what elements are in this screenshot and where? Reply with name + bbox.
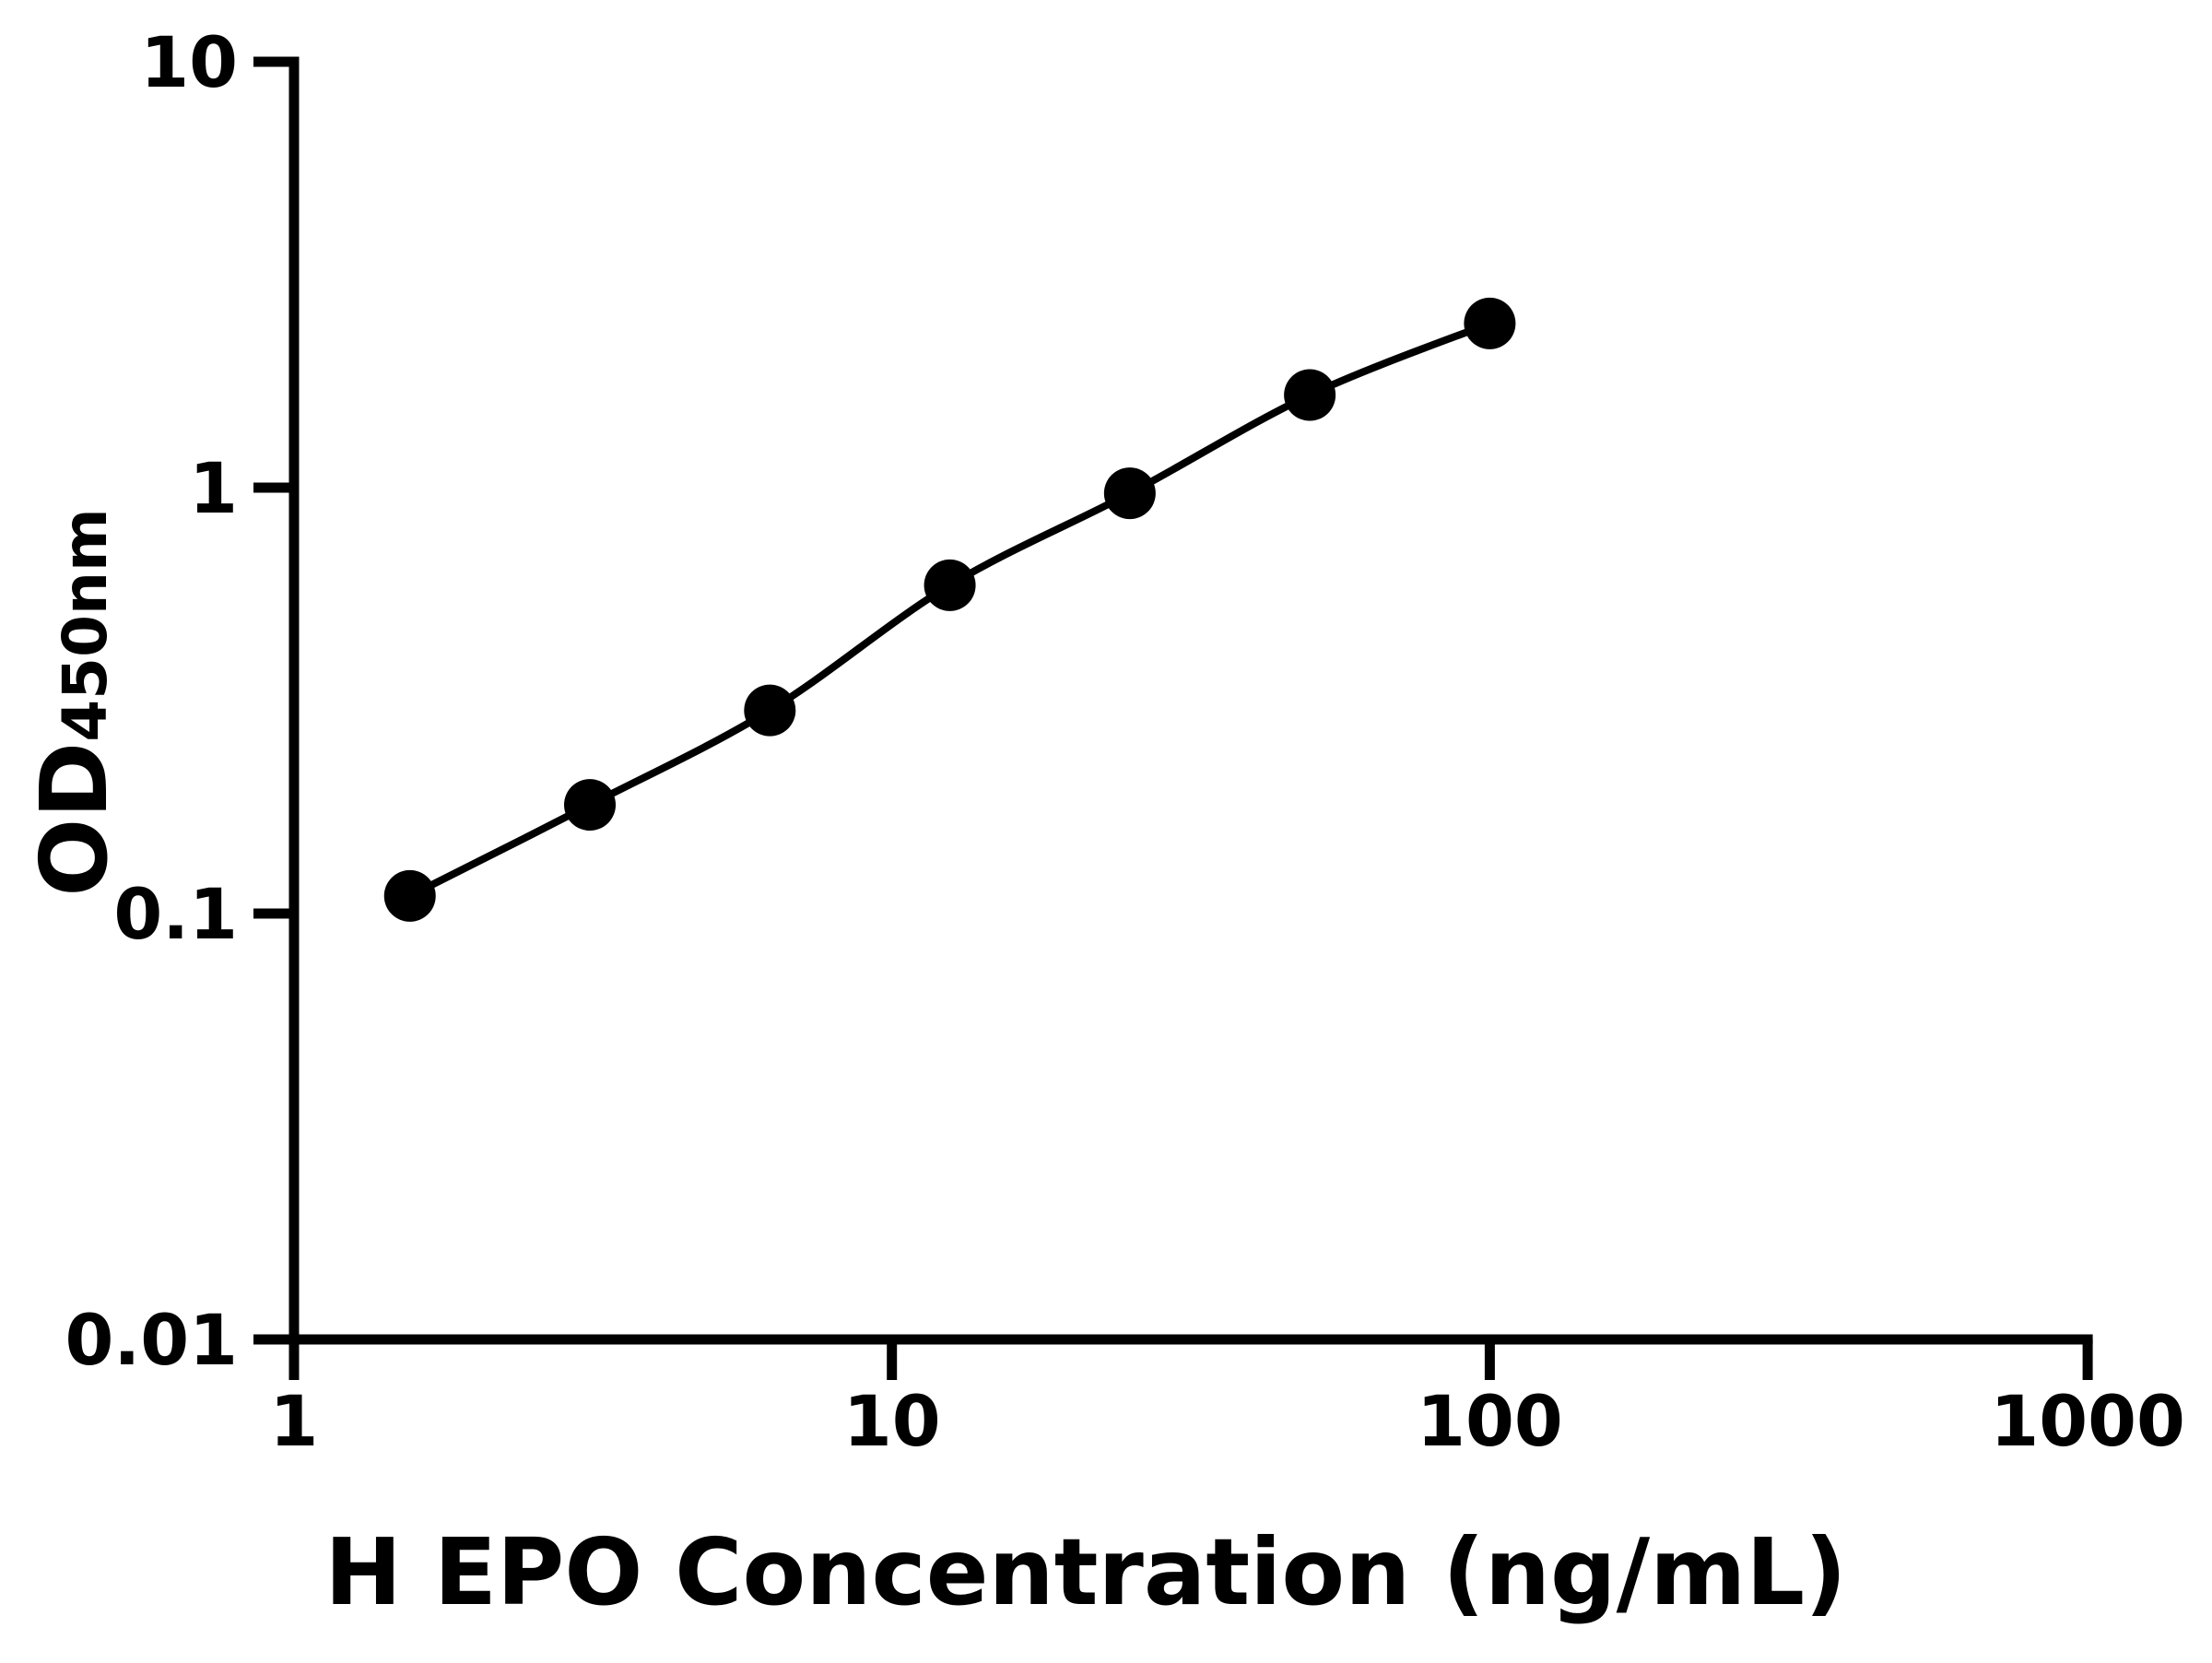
y-tick-label: 0.1 [113, 873, 238, 955]
y-axis-title: OD450nm [20, 508, 128, 897]
data-point [564, 779, 617, 832]
data-point [1103, 467, 1156, 520]
x-tick-label: 100 [1417, 1380, 1563, 1462]
data-point [924, 559, 976, 611]
y-tick-label: 1 [189, 447, 238, 529]
x-tick-label: 1000 [1990, 1380, 2185, 1462]
tick-label-layer: 10 1 0.1 0.01 1 10 100 1000 [65, 21, 2184, 1462]
x-tick-label: 10 [843, 1380, 941, 1462]
data-point [1284, 369, 1336, 421]
data-point [744, 684, 796, 737]
x-tick-label: 1 [270, 1380, 319, 1462]
y-tick-label: 10 [140, 21, 238, 103]
data-point [383, 869, 436, 922]
y-tick-label: 0.01 [65, 1299, 238, 1381]
x-axis-title: H EPO Concentration (ng/mL) [324, 1518, 1847, 1626]
axes-layer [253, 56, 2093, 1380]
data-point-layer [383, 297, 1516, 922]
data-point [1464, 297, 1516, 349]
y-axis-title-main: OD [20, 742, 128, 897]
y-axis-title-sub: 450nm [50, 508, 121, 742]
